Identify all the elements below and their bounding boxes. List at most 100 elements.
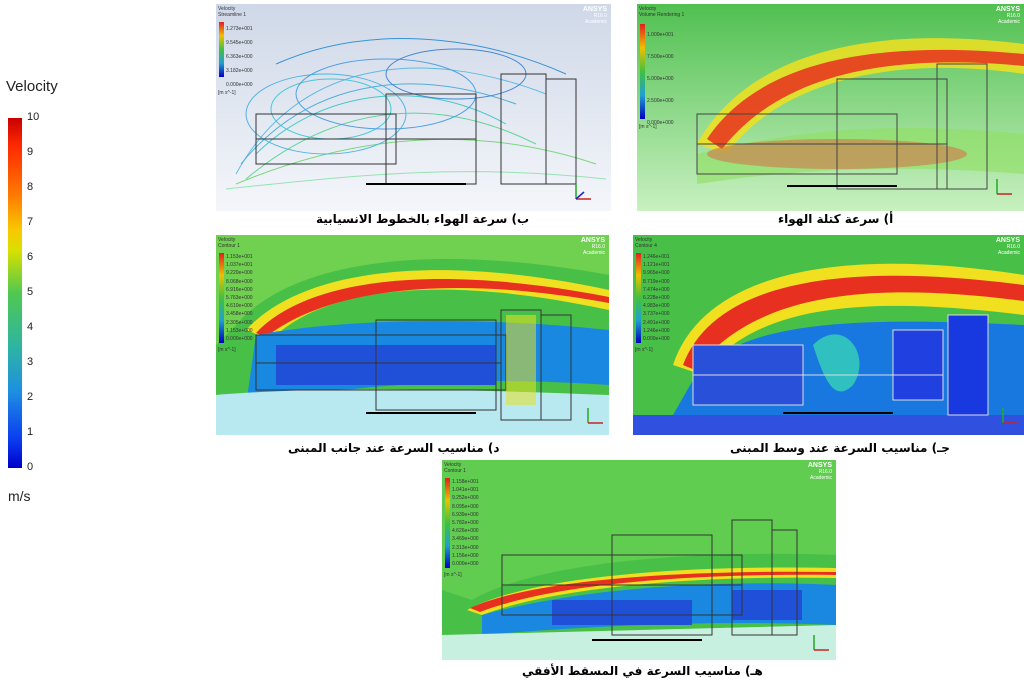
ansys-logo: ANSYS [580, 237, 605, 244]
panel-c-legend-value: 6.228e+000 [643, 295, 670, 302]
panel-d-legend-unit: [m s^-1] [218, 347, 236, 353]
panel-c-legend-header: Velocity Contour 4 [635, 237, 657, 249]
panel-c-legend-subtitle: Contour 4 [635, 243, 657, 249]
panel-b-legend-header: Velocity Streamline 1 [218, 6, 246, 18]
legend-color-bar [8, 118, 22, 468]
panel-a-legend-value: 0.000e+000 [647, 120, 674, 126]
panel-e-legend-value: 5.782e+000 [452, 520, 479, 527]
panel-e-legend-subtitle: Contour 1 [444, 468, 466, 474]
panel-d-legend-value: 2.305e+000 [226, 319, 253, 326]
panel-a-legend-value: 1.000e+001 [647, 32, 674, 38]
panel-b-legend-value: 6.363e+000 [226, 54, 253, 60]
panel-e-brand: ANSYS R16.0 Academic [807, 462, 832, 481]
legend-tick: 1 [27, 426, 34, 438]
panel-d-legend-value: 1.037e+001 [226, 262, 253, 269]
legend-tick: 10 [27, 111, 40, 123]
panel-d-legend-value: 9.220e+000 [226, 270, 253, 277]
panel-c-legend-value: 1.246e+001 [643, 254, 670, 260]
ansys-logo: ANSYS [995, 237, 1020, 244]
panel-e-legend-unit: [m s^-1] [444, 572, 462, 578]
legend-tick: 9 [27, 146, 34, 158]
panel-a-volume-rendering: Velocity Volume Rendering 1 1.000e+001 7… [637, 4, 1024, 211]
velocity-legend: Velocity 10 9 8 7 6 5 4 3 2 1 0 m/s [0, 70, 80, 510]
caption-panel-e: هـ) مناسيب السرعة في المسقط الأفقي [522, 664, 763, 678]
ansys-logo: ANSYS [807, 462, 832, 469]
panel-c-brand: ANSYS R16.0 Academic [995, 237, 1020, 256]
panel-c-legend-value: 2.491e+000 [643, 319, 670, 326]
legend-tick: 3 [27, 356, 34, 368]
panel-c-legend-unit: [m s^-1] [635, 347, 653, 353]
legend-tick: 7 [27, 216, 34, 228]
panel-d-legend-subtitle: Contour 1 [218, 243, 240, 249]
legend-title: Velocity [6, 78, 58, 95]
caption-panel-d: د) مناسيب السرعة عند جانب المبنى [288, 441, 500, 455]
panel-b-legend-unit: [m s^-1] [218, 90, 236, 96]
ansys-version: R16.0 [593, 13, 607, 19]
panel-a-legend-value: 5.000e+000 [647, 76, 674, 82]
panel-e-legend-value: 2.313e+000 [452, 544, 479, 551]
panel-b-legend-values: 1.273e+001 9.545e+000 6.363e+000 3.182e+… [226, 22, 253, 92]
ansys-version: R16.0 [1006, 244, 1020, 250]
panel-b-brand: ANSYS R16.0 Academic [582, 6, 607, 25]
caption-panel-b: ب) سرعة الهواء بالخطوط الانسيابية [316, 212, 529, 226]
panel-c-legend-value: 8.719e+000 [643, 278, 670, 285]
ansys-logo: ANSYS [995, 6, 1020, 13]
panel-e-legend-value: 6.939e+000 [452, 511, 479, 518]
panel-d-legend-value: 6.916e+000 [226, 286, 253, 293]
panel-a-legend-header: Velocity Volume Rendering 1 [639, 6, 684, 18]
panel-e-legend-value: 8.095e+000 [452, 503, 479, 510]
ansys-edition: Academic [998, 19, 1020, 25]
panel-d-legend-header: Velocity Contour 1 [218, 237, 240, 249]
panel-a-legend-value: 2.500e+000 [647, 98, 674, 104]
ansys-edition: Academic [810, 475, 832, 481]
ansys-edition: Academic [998, 250, 1020, 256]
panel-a-legend-title: Velocity [639, 6, 657, 12]
panel-b-streamlines: Velocity Streamline 1 1.273e+001 9.545e+… [216, 4, 611, 211]
caption-panel-a: أ) سرعة كتلة الهواء [778, 212, 894, 226]
ansys-edition: Academic [585, 19, 607, 25]
ansys-logo: ANSYS [582, 6, 607, 13]
panel-d-brand: ANSYS R16.0 Academic [580, 237, 605, 256]
legend-tick: 4 [27, 321, 34, 333]
panel-d-legend-value: 0.000e+000 [226, 336, 253, 343]
panel-d-legend-value: 4.610e+000 [226, 303, 253, 310]
panel-b-legend-value: 3.182e+000 [226, 68, 253, 74]
panel-e-legend-value: 9.252e+000 [452, 495, 479, 502]
panel-c-legend-bar [636, 253, 641, 343]
panel-e-legend-value: 1.041e+001 [452, 487, 479, 494]
panel-c-contour-middle: Velocity Contour 4 1.246e+001 1.121e+001… [633, 235, 1024, 435]
panel-d-legend-value: 1.153e+000 [226, 327, 253, 334]
panel-b-legend-title: Velocity [218, 6, 236, 12]
panel-e-legend-value: 4.626e+000 [452, 528, 479, 535]
legend-tick: 5 [27, 286, 34, 298]
panel-d-legend-value: 3.458e+000 [226, 311, 253, 318]
panel-a-legend-subtitle: Volume Rendering 1 [639, 12, 685, 18]
ansys-edition: Academic [583, 250, 605, 256]
legend-tick: 2 [27, 391, 34, 403]
panel-c-legend-value: 0.000e+000 [643, 336, 670, 343]
legend-tick-labels: 10 9 8 7 6 5 4 3 2 1 0 [27, 111, 67, 475]
panel-c-legend-value: 7.474e+000 [643, 286, 670, 293]
panel-d-legend-value: 8.068e+000 [226, 278, 253, 285]
ansys-version: R16.0 [1006, 13, 1020, 19]
panel-d-legend-value: 5.763e+000 [226, 295, 253, 302]
panel-e-legend-value: 1.156e+000 [452, 552, 479, 559]
panel-e-legend-value: 1.158e+001 [452, 479, 479, 485]
panel-b-legend-value: 9.545e+000 [226, 40, 253, 46]
panel-a-legend-unit: [m s^-1] [639, 124, 657, 130]
panel-a-legend-value: 7.500e+000 [647, 54, 674, 60]
legend-tick: 6 [27, 251, 34, 263]
caption-panel-c: جـ) مناسيب السرعة عند وسط المبنى [730, 441, 950, 455]
panel-c-legend-value: 1.246e+000 [643, 327, 670, 334]
panel-e-legend-value: 0.000e+000 [452, 561, 479, 568]
panel-d-contour-side: Velocity Contour 1 1.153e+001 1.037e+001… [216, 235, 609, 435]
panel-c-legend-value: 4.983e+000 [643, 303, 670, 310]
panel-e-contour-plan: Velocity Contour 1 1.158e+001 1.041e+001… [442, 460, 836, 660]
panel-c-legend-values: 1.246e+001 1.121e+001 9.965e+000 8.719e+… [643, 253, 670, 343]
panel-c-legend-value: 9.965e+000 [643, 270, 670, 277]
legend-tick: 0 [27, 461, 34, 473]
panel-e-legend-values: 1.158e+001 1.041e+001 9.252e+000 8.095e+… [452, 478, 479, 568]
panel-c-legend-title: Velocity [635, 237, 653, 243]
legend-tick: 8 [27, 181, 34, 193]
panel-b-legend-value: 0.000e+000 [226, 82, 253, 88]
